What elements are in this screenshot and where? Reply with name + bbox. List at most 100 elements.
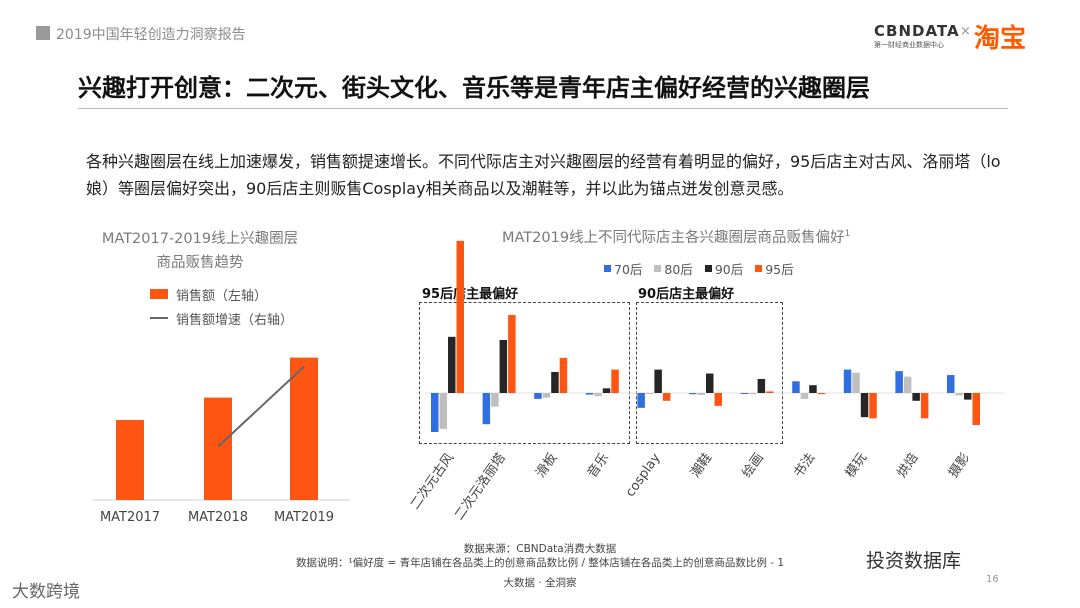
right-x-tick-4: cosplay — [623, 450, 664, 499]
right-chart-legend: 70后 80后 90后 95后 — [604, 259, 794, 278]
pref-bar-80-3 — [594, 393, 602, 397]
report-title: 2019中国年轻创造力洞察报告 — [56, 27, 246, 43]
pref-bar-70-0 — [431, 393, 439, 432]
legend-sales: 销售额（左轴） — [150, 282, 293, 306]
pref-bar-70-6 — [740, 393, 749, 394]
legend-80-swatch — [654, 265, 662, 272]
brand-logos: CBNDATA 第一财经商业数据中心 × 淘宝 — [842, 18, 1052, 58]
title-divider — [78, 108, 1008, 109]
legend-90-label: 90后 — [714, 262, 744, 277]
pref-bar-80-1 — [491, 393, 499, 407]
legend-growth-swatch — [150, 317, 168, 319]
legend-95: 95后 — [755, 259, 794, 278]
pref-bar-70-8 — [843, 369, 852, 393]
pref-bar-70-3 — [585, 393, 594, 395]
page-title: 兴趣打开创意：二次元、街头文化、音乐等是青年店主偏好经营的兴趣圈层 — [78, 74, 870, 102]
pref-bar-95-3 — [611, 369, 619, 393]
sales-bar-mat2017 — [116, 420, 144, 500]
legend-growth: 销售额增速（右轴） — [150, 306, 293, 330]
header-marker — [36, 26, 50, 40]
legend-growth-label: 销售额增速（右轴） — [176, 312, 294, 328]
left-x-tick: MAT2018 — [188, 510, 248, 525]
pref-bar-90-8 — [860, 393, 869, 418]
data-source: 数据来源：CBNData消费大数据 — [463, 543, 617, 555]
pref-bar-70-2 — [534, 393, 542, 399]
pref-bar-95-10 — [972, 393, 980, 425]
right-x-tick-6: 绘画 — [740, 451, 767, 481]
legend-70-swatch — [604, 265, 611, 272]
sales-bar-mat2018 — [204, 397, 232, 500]
right-chart-title-sup: 1 — [844, 229, 851, 240]
legend-80-label: 80后 — [664, 262, 693, 277]
pref-bar-70-10 — [947, 375, 955, 393]
right-chart-title: MAT2019线上不同代际店主各兴趣圈层商品贩售偏好1 — [502, 226, 850, 247]
pref-bar-95-7 — [817, 393, 826, 395]
pref-bar-80-9 — [903, 376, 912, 393]
box-label-90: 90后店主最偏好 — [638, 287, 735, 302]
sales-bar-mat2019 — [290, 357, 318, 500]
right-x-tick-2: 滑板 — [533, 451, 560, 481]
pref-bar-80-2 — [542, 393, 551, 398]
pref-bar-95-9 — [920, 393, 929, 419]
left-chart-legend: 销售额（左轴） 销售额增速（右轴） — [150, 282, 293, 330]
growth-line — [217, 365, 305, 448]
pref-bar-80-0 — [439, 393, 447, 429]
highlight-box-95 — [419, 302, 630, 444]
pref-bar-95-2 — [559, 357, 568, 393]
legend-80: 80后 — [654, 259, 693, 278]
right-x-tick-8: 模玩 — [843, 451, 870, 481]
pref-bar-70-1 — [482, 393, 491, 425]
legend-95-label: 95后 — [765, 262, 794, 277]
right-chart-title-text: MAT2019线上不同代际店主各兴趣圈层商品贩售偏好 — [502, 230, 845, 246]
pref-bar-90-0 — [448, 336, 456, 393]
pref-bar-90-7 — [809, 385, 817, 393]
legend-95-swatch — [755, 265, 763, 272]
watermark-left: 大数跨境 — [12, 582, 80, 602]
right-x-tick-9: 烘焙 — [894, 451, 921, 481]
box-label-95: 95后店主最偏好 — [422, 287, 519, 302]
pref-bar-90-2 — [551, 371, 559, 393]
brand-times: × — [960, 24, 971, 39]
pref-bar-80-4 — [645, 393, 654, 394]
cbndata-logo: CBNDATA — [874, 22, 960, 40]
pref-bar-80-5 — [697, 393, 705, 395]
pref-bar-70-4 — [637, 393, 645, 408]
pref-bar-70-7 — [792, 381, 800, 393]
pref-bar-90-3 — [602, 388, 611, 393]
pref-bar-80-7 — [800, 393, 809, 399]
pref-bar-80-6 — [749, 393, 757, 395]
left-chart-title: MAT2017-2019线上兴趣圈层 商品贩售趋势 — [80, 227, 320, 275]
legend-90-swatch — [704, 265, 712, 272]
pref-bar-90-5 — [706, 373, 714, 393]
data-note: 数据说明：¹偏好度 = 青年店铺在各品类上的创意商品数比例 / 整体店铺在各品类… — [295, 557, 785, 569]
left-chart-title-line1: MAT2017-2019线上兴趣圈层 — [101, 231, 299, 247]
pref-bar-95-1 — [508, 315, 516, 393]
cbndata-subtitle: 第一财经商业数据中心 — [874, 41, 944, 49]
page-number: 16 — [986, 574, 999, 585]
pref-bar-95-5 — [714, 393, 722, 406]
pref-bar-80-8 — [852, 372, 860, 393]
pref-bar-95-4 — [662, 393, 671, 401]
right-x-tick-10: 摄影 — [946, 451, 973, 481]
right-x-tick-3: 音乐 — [584, 450, 612, 480]
footer-slogan: 大数据 · 全洞察 — [503, 577, 577, 589]
taobao-logo: 淘宝 — [974, 24, 1027, 54]
right-x-tick-1: 二次元洛丽塔 — [451, 450, 509, 523]
pref-bar-95-0 — [456, 240, 464, 393]
highlight-box-90 — [636, 302, 783, 444]
legend-sales-swatch — [150, 289, 168, 299]
left-x-tick: MAT2017 — [100, 510, 160, 525]
pref-bar-95-6 — [766, 391, 774, 393]
pref-bar-70-5 — [689, 393, 697, 395]
legend-90: 90后 — [704, 259, 744, 278]
pref-bar-90-1 — [499, 339, 508, 393]
pref-bar-90-10 — [964, 393, 972, 400]
right-x-tick-0: 二次元古风 — [407, 450, 457, 512]
pref-bar-70-9 — [895, 371, 903, 393]
pref-bar-95-8 — [869, 393, 877, 419]
pref-bar-90-9 — [912, 393, 920, 401]
pref-bar-90-6 — [757, 378, 766, 393]
left-x-tick: MAT2019 — [274, 510, 334, 525]
legend-70-label: 70后 — [614, 262, 643, 277]
